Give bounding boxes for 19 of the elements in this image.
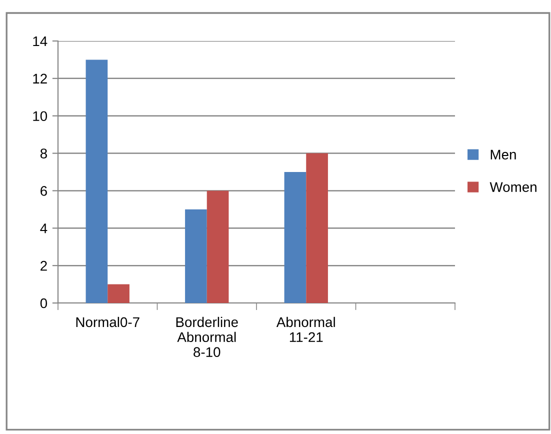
y-tick-label: 8: [40, 148, 47, 158]
x-tick-label: Normal0-7: [76, 316, 140, 328]
x-tick-label: Abnormal 11-21: [276, 316, 335, 342]
y-tick-label: 6: [40, 186, 47, 196]
y-tick-label: 4: [40, 224, 48, 234]
legend-label: Women: [490, 182, 536, 192]
legend-label: Men: [490, 150, 516, 160]
y-tick-label: 12: [33, 74, 47, 84]
y-tick-label: 10: [33, 111, 48, 122]
y-tick-label: 14: [33, 36, 48, 46]
bar: [284, 172, 306, 303]
bar: [86, 60, 108, 303]
y-tick-label: 0: [40, 298, 48, 308]
bar: [306, 153, 328, 303]
x-tick-label: Borderline Abnormal 8-10: [176, 316, 238, 358]
bar: [185, 209, 207, 303]
y-tick-label: 2: [40, 260, 47, 271]
bar: [108, 284, 130, 303]
bar: [206, 190, 229, 303]
